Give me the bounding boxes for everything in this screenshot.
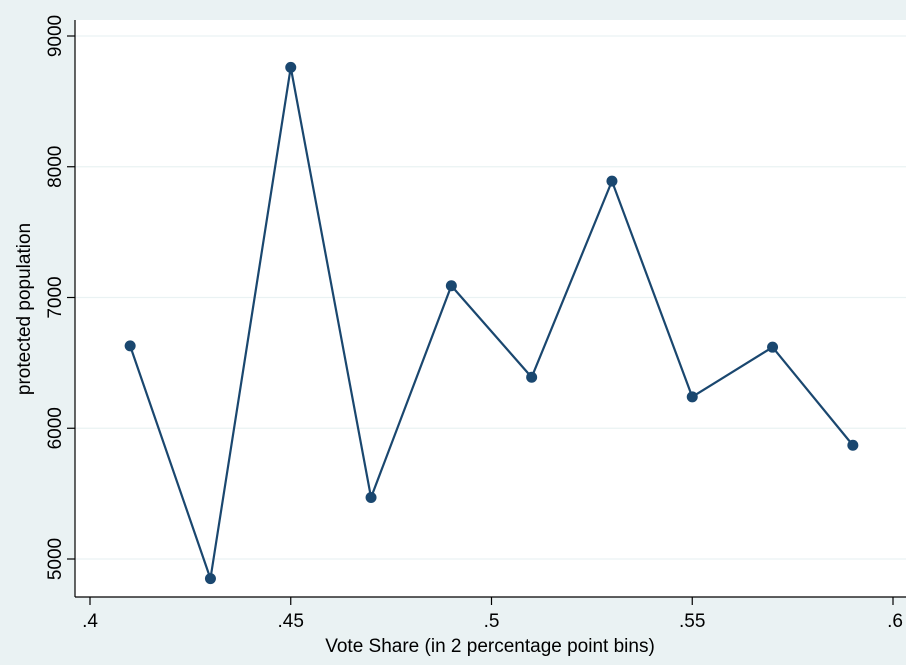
data-point [606,175,618,187]
data-point [124,340,136,352]
data-point [767,341,779,353]
y-tick-label: 5000 [45,538,66,580]
y-tick-label: 8000 [45,146,66,188]
y-tick-label: 6000 [45,407,66,449]
data-point [526,371,538,383]
data-point [285,61,297,73]
gridlines [75,35,906,560]
data-point [204,573,216,585]
series [124,61,859,585]
y-axis-label: protected population [14,223,35,395]
x-tick-label: .5 [484,611,500,632]
y-tick-label: 9000 [45,15,66,57]
axes [74,20,906,598]
x-tick-label: .4 [82,611,98,632]
x-axis-label: Vote Share (in 2 percentage point bins) [325,636,655,657]
data-point [365,492,377,504]
series-line [129,67,854,579]
data-point [847,439,859,451]
ticks: 5000 6000 7000 8000 9000 .4 .45 .5 .55 .6 [45,15,903,632]
data-point [445,280,457,292]
plot-area [75,20,906,597]
x-tick-label: .45 [278,611,304,632]
y-tick-label: 7000 [45,276,66,318]
x-tick-label: .6 [887,611,903,632]
x-tick-label: .55 [679,611,705,632]
data-point [686,391,698,403]
